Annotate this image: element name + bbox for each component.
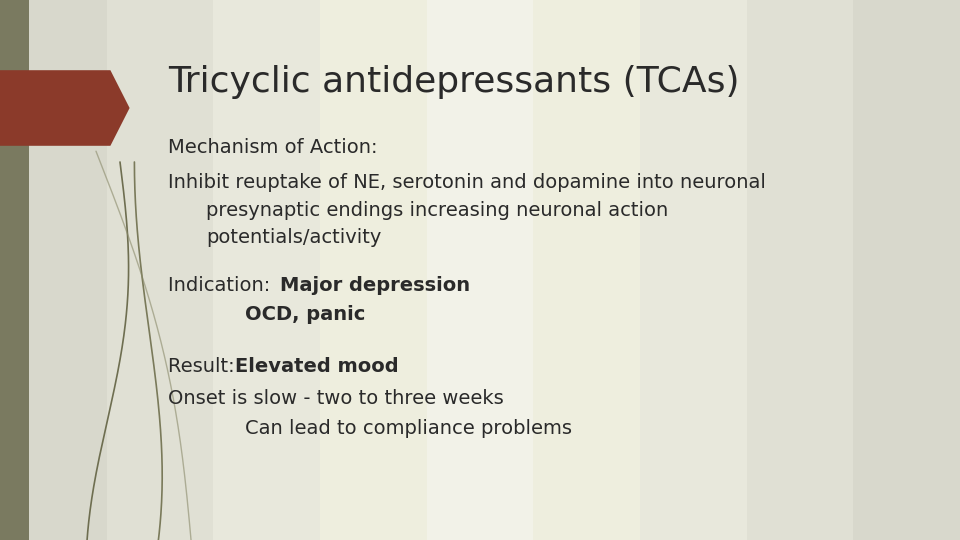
Text: Major depression: Major depression [280,276,470,295]
Text: Elevated mood: Elevated mood [235,357,398,376]
Bar [853,0,960,540]
Text: Mechanism of Action:: Mechanism of Action: [168,138,377,157]
Polygon shape [0,70,130,146]
Text: Result:: Result: [168,357,247,376]
Text: Indication:: Indication: [168,276,283,295]
Bar [320,0,426,540]
Text: Inhibit reuptake of NE, serotonin and dopamine into neuronal: Inhibit reuptake of NE, serotonin and do… [168,173,766,192]
Bar [747,0,853,540]
Bar [0,0,29,540]
Bar [534,0,640,540]
Text: presynaptic endings increasing neuronal action: presynaptic endings increasing neuronal … [206,201,669,220]
Bar [107,0,213,540]
Text: Tricyclic antidepressants (TCAs): Tricyclic antidepressants (TCAs) [168,65,739,99]
Text: Can lead to compliance problems: Can lead to compliance problems [245,418,572,437]
Bar [426,0,534,540]
Text: OCD, panic: OCD, panic [245,305,365,324]
Bar [640,0,747,540]
Text: Onset is slow - two to three weeks: Onset is slow - two to three weeks [168,389,504,408]
Bar [0,0,107,540]
Text: potentials/activity: potentials/activity [206,228,382,247]
Bar [213,0,320,540]
